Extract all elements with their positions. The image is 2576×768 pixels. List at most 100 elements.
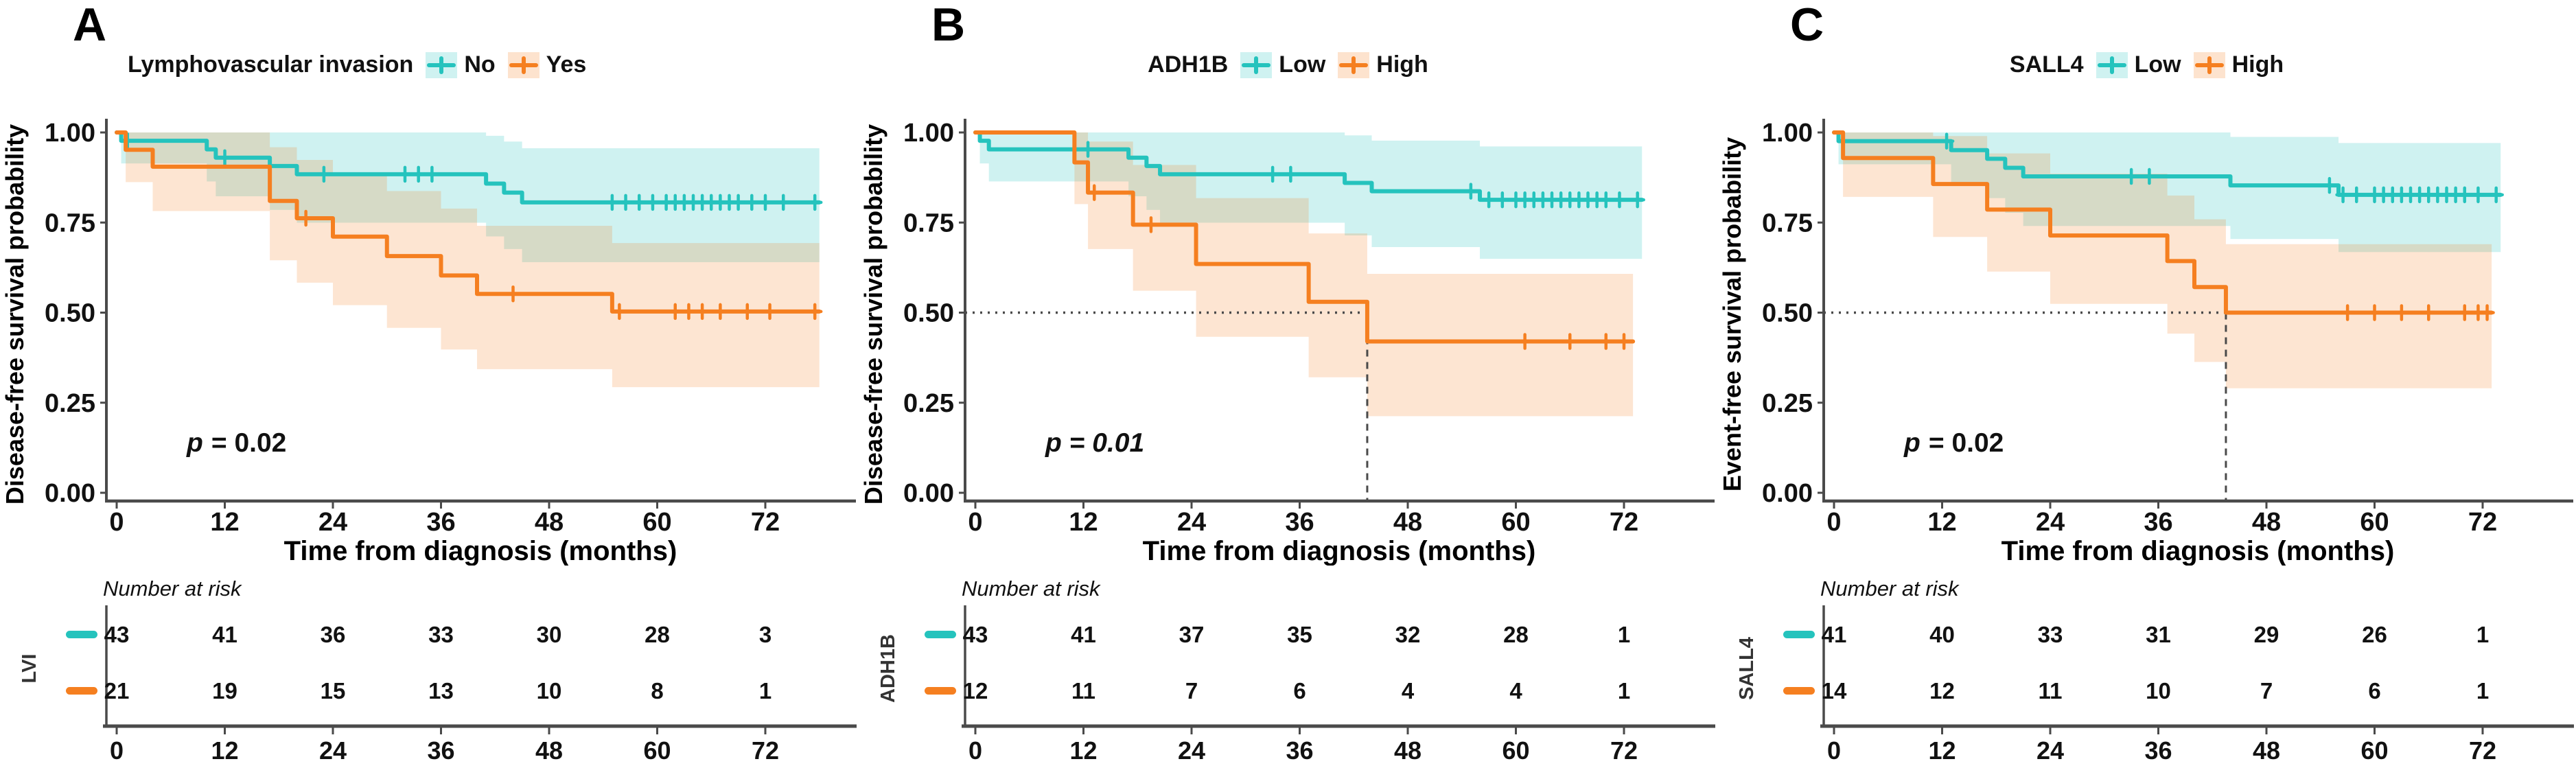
km-curve-yes bbox=[115, 130, 822, 314]
risk-row-low: 41 40 33 31 29 26 1 bbox=[1783, 622, 2489, 647]
ci-band-low bbox=[975, 132, 1643, 259]
x-tick-label: 72 bbox=[751, 508, 780, 537]
risk-count: 12 bbox=[963, 678, 988, 703]
x-tick-label: 12 bbox=[210, 508, 239, 537]
p-value-label: p = 0.02 bbox=[1903, 428, 2004, 458]
x-tick-label: 36 bbox=[2144, 508, 2172, 537]
risk-table-title: Number at risk bbox=[103, 577, 242, 601]
risk-count: 31 bbox=[2146, 622, 2171, 647]
y-axis-title: Disease-free survival probability bbox=[859, 124, 887, 504]
risk-count: 33 bbox=[428, 622, 454, 647]
risk-count: 26 bbox=[2362, 622, 2387, 647]
panel-c-header: C SALL4 Low High bbox=[1717, 0, 2576, 81]
x-tick-label: 0 bbox=[109, 508, 124, 537]
legend-key-icon bbox=[507, 51, 539, 78]
risk-count: 19 bbox=[212, 678, 237, 703]
risk-count: 41 bbox=[1071, 622, 1096, 647]
risk-row-key-icon bbox=[925, 631, 956, 638]
risk-count: 1 bbox=[2476, 678, 2489, 703]
panel-a-header: A Lymphovascular invasion No Yes bbox=[0, 0, 859, 81]
p-value-label: p = 0.01 bbox=[1045, 428, 1144, 458]
km-curve-high bbox=[1832, 130, 2494, 315]
x-axis-title: Time from diagnosis (months) bbox=[2001, 536, 2395, 566]
y-tick-label: 0.50 bbox=[45, 299, 95, 328]
risk-table-title: Number at risk bbox=[1820, 577, 1960, 601]
risk-x-tick-label: 0 bbox=[110, 736, 124, 765]
risk-count: 29 bbox=[2254, 622, 2279, 647]
x-axis-title: Time from diagnosis (months) bbox=[284, 536, 677, 566]
legend-label: High bbox=[2231, 51, 2284, 78]
risk-x-tick-label: 72 bbox=[1610, 736, 1638, 765]
y-tick-label: 0.25 bbox=[903, 389, 954, 418]
risk-x-tick-label: 24 bbox=[2037, 736, 2064, 765]
risk-group-label: ADH1B bbox=[877, 634, 899, 703]
y-tick-label: 1.00 bbox=[1762, 119, 1813, 148]
x-tick-label: 60 bbox=[642, 508, 671, 537]
y-tick-label: 0.00 bbox=[903, 479, 954, 508]
legend-label: Low bbox=[2134, 51, 2181, 78]
censor-marks-low bbox=[1080, 141, 1645, 209]
ci-band-yes bbox=[117, 132, 820, 388]
y-tick-label: 0.50 bbox=[1762, 299, 1813, 328]
risk-row-yes: 21 19 15 13 10 8 1 bbox=[66, 678, 771, 703]
risk-count: 4 bbox=[1402, 678, 1415, 703]
x-tick-label: 48 bbox=[1393, 508, 1422, 537]
x-tick-label: 48 bbox=[2252, 508, 2281, 537]
x-axis-title: Time from diagnosis (months) bbox=[1143, 536, 1536, 566]
risk-count: 1 bbox=[759, 678, 771, 703]
risk-table-title: Number at risk bbox=[962, 577, 1101, 601]
legend-label: Low bbox=[1279, 51, 1326, 78]
panel-letter: B bbox=[931, 0, 966, 51]
risk-x-tick-label: 60 bbox=[2360, 736, 2388, 765]
risk-x-tick-label: 72 bbox=[2469, 736, 2496, 765]
legend: ADH1B Low High bbox=[859, 51, 1717, 78]
x-tick-label: 0 bbox=[1826, 508, 1841, 537]
x-tick-label: 36 bbox=[1285, 508, 1314, 537]
risk-x-tick-label: 12 bbox=[1928, 736, 1956, 765]
risk-count: 37 bbox=[1179, 622, 1205, 647]
panel-letter: A bbox=[73, 0, 107, 51]
risk-x-tick-label: 0 bbox=[1827, 736, 1841, 765]
risk-row-key-icon bbox=[1783, 631, 1815, 638]
legend-label: High bbox=[1376, 51, 1428, 78]
legend-item-group1: Low bbox=[1240, 51, 1325, 78]
risk-count: 41 bbox=[1822, 622, 1847, 647]
risk-count: 36 bbox=[321, 622, 346, 647]
risk-x-tick-label: 12 bbox=[211, 736, 238, 765]
km-curve-no bbox=[115, 130, 822, 205]
risk-count: 12 bbox=[1929, 678, 1955, 703]
km-plot: 0.00 0.25 0.50 0.75 1.00 0 12 24 36 48 60 72 Disease… bbox=[859, 119, 1715, 566]
risk-count: 28 bbox=[645, 622, 670, 647]
risk-count: 21 bbox=[104, 678, 130, 703]
risk-count: 35 bbox=[1287, 622, 1312, 647]
risk-x-tick-label: 36 bbox=[427, 736, 454, 765]
risk-x-tick-label: 48 bbox=[2253, 736, 2280, 765]
risk-x-tick-label: 24 bbox=[319, 736, 347, 765]
ci-band-high bbox=[1834, 132, 2492, 388]
risk-count: 43 bbox=[104, 622, 130, 647]
y-tick-label: 0.00 bbox=[45, 479, 95, 508]
x-tick-label: 12 bbox=[1927, 508, 1956, 537]
y-tick-label: 0.25 bbox=[1762, 389, 1813, 418]
risk-count: 14 bbox=[1822, 678, 1847, 703]
legend: Lymphovascular invasion No Yes bbox=[0, 51, 859, 78]
legend-key-icon bbox=[2193, 51, 2225, 78]
p-value-label: p = 0.02 bbox=[186, 428, 286, 458]
risk-count: 13 bbox=[428, 678, 454, 703]
y-tick-label: 0.00 bbox=[1762, 479, 1813, 508]
x-tick-label: 48 bbox=[535, 508, 564, 537]
risk-count: 41 bbox=[212, 622, 237, 647]
risk-row-low: 43 41 37 35 32 28 1 bbox=[925, 622, 1630, 647]
ci-band-high bbox=[975, 132, 1634, 417]
x-tick-label: 24 bbox=[2036, 508, 2065, 537]
censor-marks-low bbox=[1938, 132, 2504, 204]
y-tick-label: 0.25 bbox=[45, 389, 95, 418]
legend-title: Lymphovascular invasion bbox=[128, 51, 414, 78]
risk-count: 11 bbox=[1071, 678, 1095, 703]
risk-x-tick-label: 48 bbox=[1394, 736, 1422, 765]
risk-count: 8 bbox=[651, 678, 663, 703]
risk-row-high: 12 11 7 6 4 4 1 bbox=[925, 678, 1630, 703]
